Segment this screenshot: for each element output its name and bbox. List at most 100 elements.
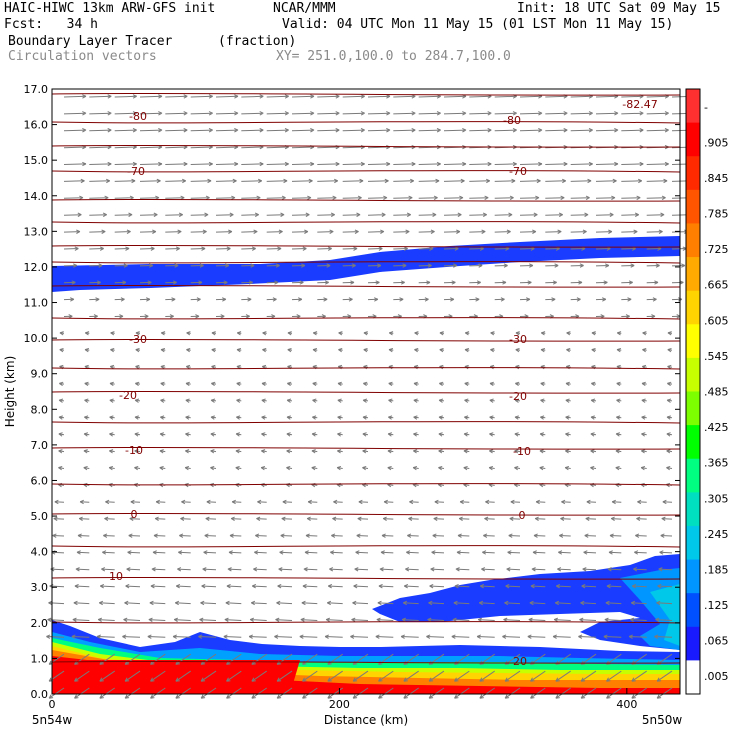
vector-arrow (402, 600, 419, 606)
vector-arrow (519, 229, 537, 234)
vector-arrow (458, 516, 470, 521)
vector-arrow (656, 670, 673, 682)
vector-arrow (317, 314, 326, 319)
vector-arrow (98, 600, 115, 606)
vector-arrow (646, 161, 669, 167)
vector-arrow (503, 617, 521, 622)
y-tick-label: 7.0 (31, 439, 49, 452)
vector-arrow (469, 195, 489, 201)
vector-arrow (301, 600, 318, 606)
vector-arrow (438, 398, 445, 403)
vector-arrow (545, 161, 568, 167)
vector-arrow (662, 499, 673, 505)
tracer-elevated-blue (372, 554, 680, 650)
vector-arrow (83, 432, 90, 437)
vector-arrow (469, 280, 481, 285)
vector-arrow (464, 331, 470, 336)
vector-arrow (621, 161, 644, 167)
vector-arrow (261, 415, 267, 420)
colorbar-swatch (686, 257, 700, 292)
vector-arrow (342, 178, 364, 184)
vector-arrow (317, 178, 339, 184)
colorbar-label: .185 (704, 563, 729, 576)
contour-line (51, 483, 681, 486)
vector-arrow (352, 670, 369, 682)
vector-arrow (58, 449, 65, 454)
vector-arrow (393, 161, 416, 167)
vector-arrow (109, 432, 115, 437)
vector-arrow (338, 348, 343, 353)
vector-arrow (616, 415, 622, 420)
vector-arrow (160, 381, 166, 387)
vector-arrow (489, 432, 495, 437)
vector-arrow (357, 516, 369, 521)
vector-arrow (438, 432, 445, 437)
vector-arrow (236, 415, 242, 420)
vector-arrow (393, 128, 416, 133)
colorbar-label: .365 (704, 457, 729, 470)
vector-arrow (642, 348, 647, 353)
vector-arrow (350, 634, 369, 639)
y-tick-label: 6.0 (31, 474, 49, 487)
vector-arrow (489, 398, 495, 403)
vector-arrow (595, 178, 617, 184)
vector-arrow (89, 161, 112, 167)
vector-arrow (260, 466, 267, 471)
vector-arrow (641, 381, 647, 387)
contour-line (51, 92, 681, 96)
vector-arrow (408, 516, 419, 521)
vector-arrow (414, 331, 419, 336)
vector-arrow (302, 583, 318, 589)
vector-arrow (661, 516, 673, 521)
vector-arrow (367, 246, 383, 251)
vector-arrow (646, 178, 668, 184)
contour-line (51, 121, 681, 124)
vector-arrow (291, 178, 313, 184)
vector-arrow (204, 533, 217, 538)
vector-arrow (277, 583, 293, 589)
vector-arrow (388, 381, 394, 387)
vector-arrow (89, 263, 103, 268)
vector-arrow (63, 263, 78, 268)
vector-arrow (286, 432, 293, 437)
vector-arrow (418, 280, 431, 285)
vector-arrow (127, 550, 141, 555)
vector-arrow (455, 567, 470, 572)
vector-arrow (102, 550, 115, 555)
vector-arrow (595, 280, 608, 285)
vector-arrow (210, 466, 217, 471)
contour-label: -10 (125, 444, 143, 457)
vector-arrow (89, 229, 106, 234)
vector-arrow (505, 583, 521, 589)
vector-arrow (555, 583, 571, 589)
vector-arrow (540, 348, 546, 353)
vector-arrow (165, 246, 180, 251)
vector-arrow (89, 212, 108, 217)
vector-arrow (139, 314, 149, 319)
vector-arrow (185, 398, 191, 403)
vector-arrow (502, 634, 521, 639)
vector-arrow (414, 348, 419, 353)
vector-arrow (276, 687, 293, 699)
vector-arrow (489, 364, 495, 370)
contour-label: 10 (109, 570, 123, 583)
vector-arrow (46, 634, 65, 639)
vector-arrow (469, 212, 488, 217)
colorbar: - .905 .845 .785 .725 .665 .605 .545 .485 .425 .36… (685, 88, 729, 695)
vector-arrow (616, 331, 622, 336)
vector-arrow (367, 111, 391, 116)
vector-arrow (236, 381, 242, 387)
vector-arrow (658, 567, 673, 572)
x-left-end-label: 5n54w (32, 713, 73, 727)
vector-arrow (413, 398, 419, 403)
vector-arrow (666, 466, 673, 471)
vector-arrow (262, 348, 267, 353)
vector-arrow (266, 297, 277, 302)
vector-arrow (393, 195, 413, 201)
vector-arrow (418, 195, 438, 201)
vector-arrow (165, 280, 177, 285)
vector-arrow (78, 516, 90, 521)
vector-arrow (58, 398, 65, 403)
contour-label: -30 (129, 333, 147, 346)
tracer-fill (52, 236, 680, 694)
